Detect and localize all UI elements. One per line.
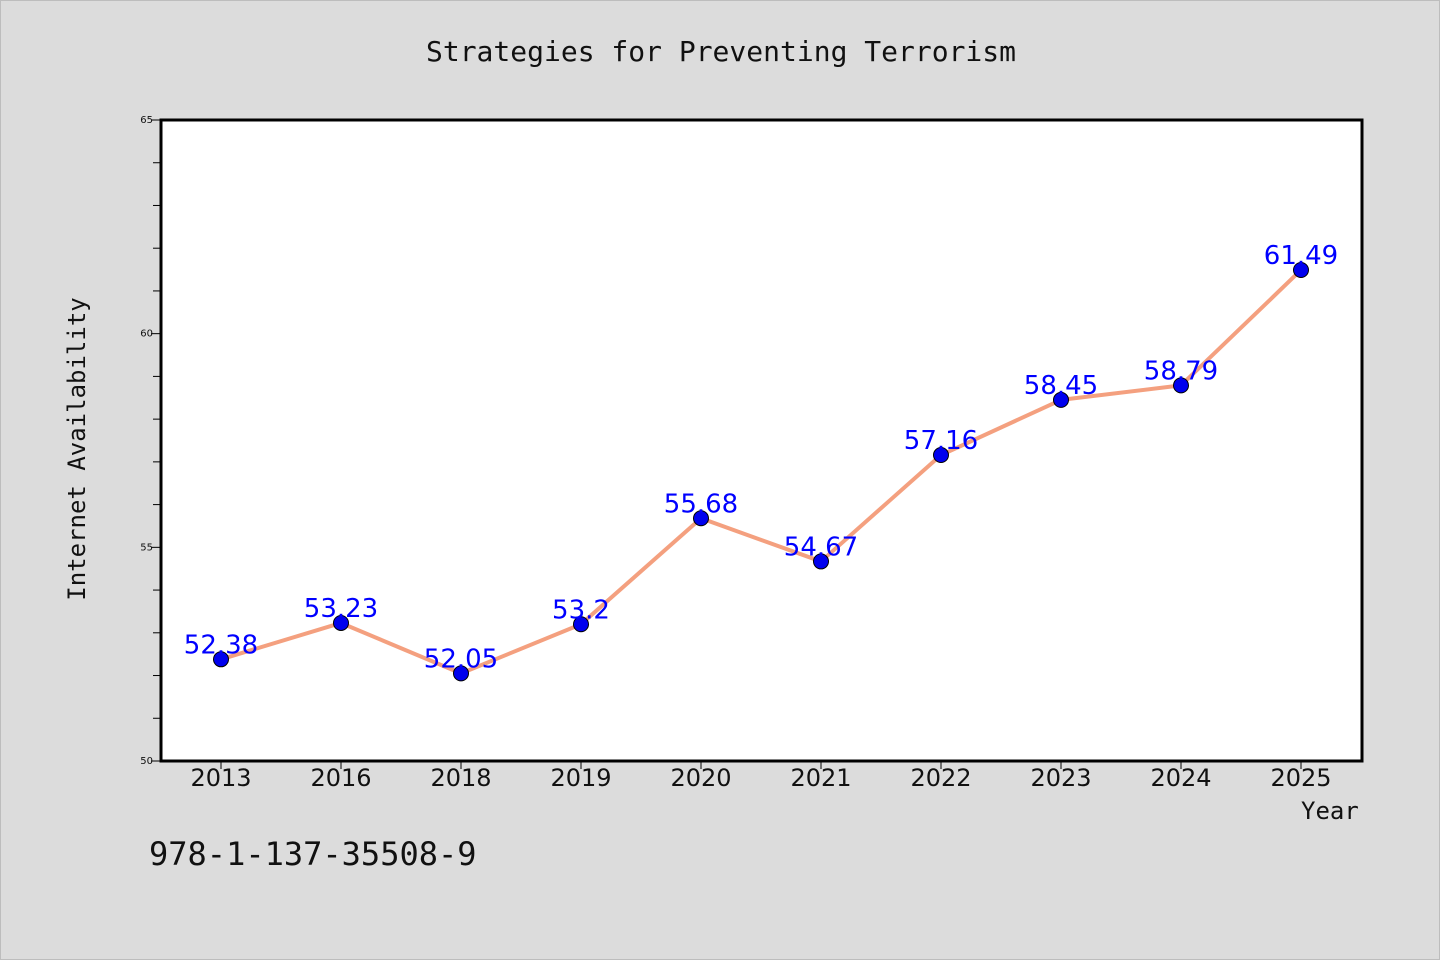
x-tick-label: 2020 [670, 764, 731, 792]
x-axis-label: Year [1301, 797, 1359, 825]
x-tick-label: 2022 [910, 764, 971, 792]
x-tick-label: 2023 [1030, 764, 1091, 792]
data-label: 52.05 [424, 644, 498, 674]
x-tick-label: 2016 [310, 764, 371, 792]
y-tick-label: 55 [140, 542, 153, 553]
chart-title: Strategies for Preventing Terrorism [425, 35, 1016, 68]
y-tick-label: 65 [140, 115, 153, 126]
y-tick-label: 50 [140, 756, 153, 767]
plot-area [161, 120, 1362, 761]
data-label: 52.38 [184, 630, 258, 660]
x-tick-label: 2025 [1270, 764, 1331, 792]
data-point [573, 616, 589, 633]
data-label: 53.23 [304, 594, 378, 624]
plot-frame [159, 118, 1364, 763]
data-point [813, 553, 829, 570]
data-label: 53.2 [552, 595, 610, 625]
data-point [933, 447, 949, 464]
data-label: 61.49 [1264, 241, 1338, 271]
x-tick-label: 2019 [550, 764, 611, 792]
data-label: 55.68 [664, 489, 738, 519]
data-point [1173, 377, 1189, 394]
data-label: 57.16 [904, 426, 978, 456]
data-point [213, 651, 229, 668]
footnote-isbn: 978-1-137-35508-9 [149, 835, 477, 873]
x-tick-label: 2013 [190, 764, 251, 792]
series-line [219, 267, 1303, 676]
x-tick-label: 2018 [430, 764, 491, 792]
x-tick-label: 2024 [1150, 764, 1211, 792]
data-label: 58.79 [1144, 356, 1218, 386]
data-point [333, 614, 349, 631]
data-point [453, 665, 469, 682]
data-point [1053, 391, 1069, 408]
data-label: 58.45 [1024, 371, 1098, 401]
x-tick-label: 2021 [790, 764, 851, 792]
y-tick-label: 60 [140, 329, 153, 340]
data-point [1293, 261, 1309, 278]
data-point [693, 510, 709, 527]
data-label: 54.67 [784, 532, 858, 562]
